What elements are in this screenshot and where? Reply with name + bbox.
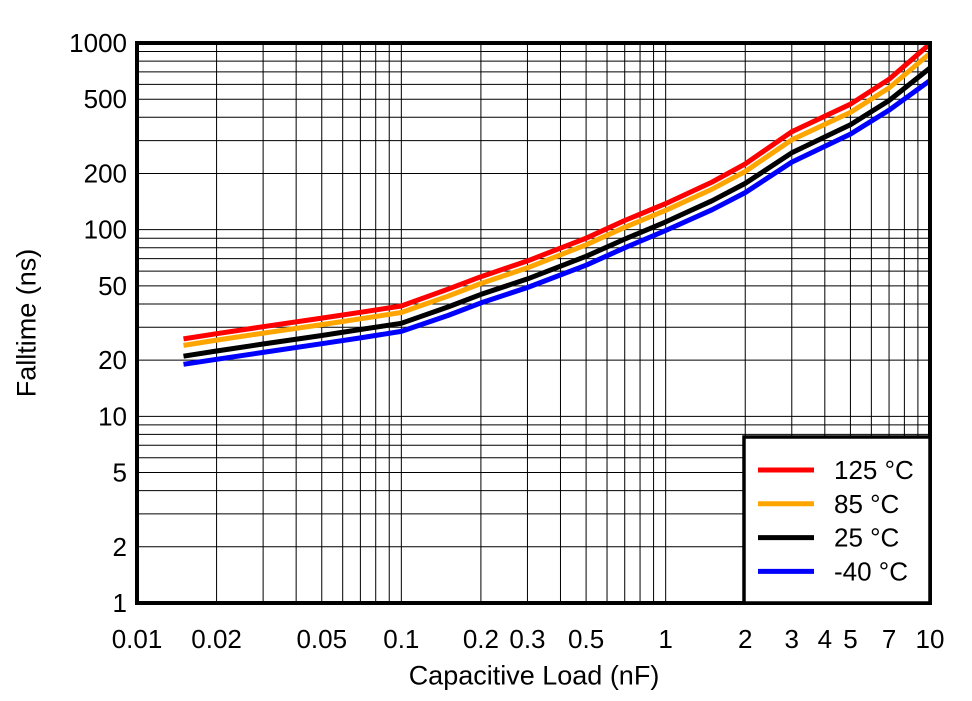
x-tick-label: 0.3 bbox=[509, 624, 545, 654]
x-tick-label: 3 bbox=[785, 624, 799, 654]
series-line-25c bbox=[183, 66, 932, 359]
y-tick-label: 200 bbox=[84, 158, 127, 188]
legend-label: 125 °C bbox=[834, 455, 914, 485]
y-tick-label: 20 bbox=[98, 345, 127, 375]
x-tick-labels: 0.01 0.02 0.05 0.1 0.2 0.3 0.5 1 2 3 4 5 7 10 bbox=[112, 624, 945, 654]
x-tick-label: 1 bbox=[658, 624, 672, 654]
y-tick-label: 100 bbox=[84, 215, 127, 245]
legend-label: 85 °C bbox=[834, 489, 899, 519]
y-tick-label: 1 bbox=[113, 588, 127, 618]
legend-box bbox=[742, 435, 932, 605]
series-line-125c bbox=[183, 41, 932, 342]
x-tick-label: 0.01 bbox=[112, 624, 163, 654]
legend-entry: 25 °C bbox=[758, 523, 899, 553]
legend-entry: 85 °C bbox=[758, 489, 899, 519]
legend-label: 25 °C bbox=[834, 523, 899, 553]
y-tick-label: 5 bbox=[113, 458, 127, 488]
plot-frame bbox=[135, 41, 932, 605]
x-tick-label: 5 bbox=[843, 624, 857, 654]
x-tick-label: 0.1 bbox=[383, 624, 419, 654]
x-tick-label: 7 bbox=[882, 624, 896, 654]
x-tick-label: 0.02 bbox=[191, 624, 242, 654]
y-tick-label: 2 bbox=[113, 532, 127, 562]
x-tick-label: 4 bbox=[818, 624, 832, 654]
legend: 125 °C 85 °C 25 °C-40 °C bbox=[742, 435, 932, 605]
x-axis-title: Capacitive Load (nF) bbox=[408, 660, 660, 691]
x-tick-label: 0.2 bbox=[463, 624, 499, 654]
series-line-85c bbox=[183, 51, 932, 348]
legend-label: -40 °C bbox=[834, 556, 908, 586]
x-tick-label: 2 bbox=[738, 624, 752, 654]
y-tick-labels: 1000 500 200 100 50 20 10 5 2 1 bbox=[69, 28, 127, 618]
y-tick-label: 50 bbox=[98, 271, 127, 301]
y-tick-label: 500 bbox=[84, 84, 127, 114]
y-axis-title: Falltime (ns) bbox=[11, 248, 42, 398]
x-tick-label: 10 bbox=[916, 624, 945, 654]
x-tick-label: 0.05 bbox=[296, 624, 347, 654]
series-line-40c bbox=[183, 78, 932, 367]
legend-entry: -40 °C bbox=[758, 556, 908, 586]
y-tick-label: 10 bbox=[98, 401, 127, 431]
y-tick-label: 1000 bbox=[69, 28, 127, 58]
x-tick-label: 0.5 bbox=[568, 624, 604, 654]
legend-entry: 125 °C bbox=[758, 455, 914, 485]
